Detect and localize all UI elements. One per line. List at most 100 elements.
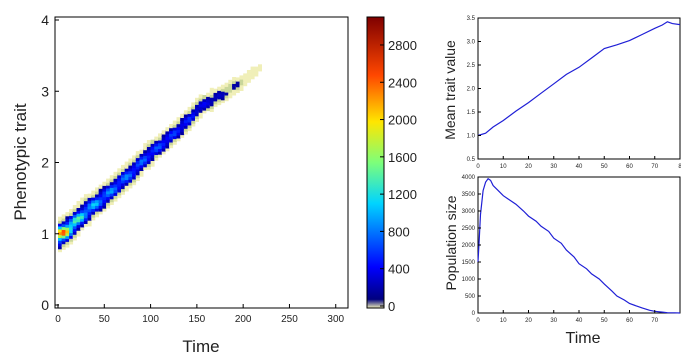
heatmap-cell: [117, 188, 122, 193]
heatmap-cell: [254, 69, 259, 74]
heatmap-cell: [183, 121, 188, 126]
heatmap-cell: [195, 97, 199, 102]
heatmap-cell: [83, 211, 88, 216]
heatmap-cell: [65, 234, 70, 240]
heatmap-cell: [209, 93, 214, 98]
heatmap-cell: [109, 183, 114, 188]
heatmap-cell: [165, 147, 170, 152]
heatmap-cell: [61, 237, 66, 242]
heatmap-cell: [80, 214, 85, 219]
colorbar-gradient: [366, 16, 385, 309]
heatmap-cell: [191, 105, 196, 110]
colorbar-tick-label: 800: [388, 224, 410, 239]
heatmap-cell: [83, 208, 88, 213]
heatmap-cell: [95, 198, 99, 203]
heatmap-cell: [117, 182, 122, 187]
heatmap-cell: [98, 204, 103, 209]
heatmap-cell: [191, 113, 196, 118]
heatmap-cell: [117, 179, 122, 184]
heatmap-cell: [61, 220, 66, 225]
heatmap-cell: [228, 79, 233, 84]
heatmap-cell: [106, 190, 111, 195]
heatmap-cell: [191, 116, 196, 121]
heatmap-cell: [176, 131, 181, 136]
mean-trait-x-tick-label: 10: [500, 164, 507, 170]
heatmap-cell: [91, 210, 96, 215]
heatmap-cell: [135, 168, 140, 173]
heatmap-cell: [183, 116, 188, 121]
population-y-tick-label: 2000: [462, 243, 476, 249]
heatmap-cell: [135, 165, 140, 170]
heatmap-cell: [72, 219, 77, 224]
heatmap-cell: [109, 198, 114, 203]
heatmap-cell: [76, 206, 81, 211]
mean-trait-x-tick-label: 50: [601, 164, 608, 170]
population-x-ticks: 0 10 20 30 40 50 60 70: [476, 310, 659, 324]
heatmap-cell: [228, 82, 233, 87]
heatmap-cell: [65, 214, 70, 220]
heatmap-cell: [98, 198, 103, 203]
heatmap-cell: [235, 83, 240, 88]
heatmap-cell: [65, 240, 70, 245]
heatmap-cell: [202, 109, 207, 114]
heatmap-cell: [198, 102, 203, 108]
heatmap-cell: [217, 89, 222, 94]
heatmap-cell: [128, 158, 133, 163]
heatmap-cell: [195, 112, 199, 117]
heatmap-cell: [254, 72, 259, 77]
heatmap-cell: [169, 126, 174, 132]
mean-trait-x-tick-label: 70: [651, 164, 658, 170]
heatmap-cell: [169, 129, 174, 134]
heatmap-cell: [202, 100, 207, 105]
heatmap-cell: [121, 187, 125, 192]
heatmap-x-tick-label: 100: [142, 314, 159, 325]
heatmap-cell: [58, 242, 62, 247]
heatmap-cell: [91, 216, 96, 221]
heatmap-cell: [209, 107, 214, 112]
heatmap-cell: [206, 101, 211, 106]
heatmap-cell: [83, 205, 88, 210]
heatmap-cell: [161, 150, 166, 155]
heatmap-cell: [121, 164, 125, 170]
heatmap-cell: [154, 156, 159, 161]
heatmap-cell: [124, 173, 129, 178]
heatmap-cell: [109, 192, 114, 197]
heatmap-y-tick-label: 3: [41, 83, 49, 99]
heatmap-cell: [195, 100, 199, 105]
heatmap-cell: [61, 222, 66, 228]
heatmap-x-ticks: 0 50 100 150 200 250 300: [55, 304, 345, 325]
heatmap-cell: [139, 161, 144, 166]
heatmap-cell: [124, 187, 129, 192]
heatmap-cell: [169, 144, 174, 149]
heatmap-cell: [187, 106, 192, 112]
heatmap-cell: [143, 146, 148, 151]
heatmap-cell: [69, 240, 74, 245]
heatmap-cell: [232, 77, 237, 82]
heatmap-cell: [202, 106, 207, 111]
heatmap-cell: [165, 144, 170, 149]
heatmap-cell: [161, 130, 166, 135]
heatmap-cell: [95, 190, 99, 195]
population-y-tick-label: 2500: [462, 226, 476, 232]
heatmap-cell: [139, 163, 144, 169]
heatmap-cell: [217, 86, 222, 91]
heatmap-cell: [195, 114, 199, 120]
heatmap-cell: [158, 144, 162, 149]
colorbar-tick-label: 2800: [388, 38, 417, 53]
heatmap-cell: [132, 181, 137, 186]
heatmap-cells: [58, 64, 262, 253]
heatmap-cell: [109, 175, 114, 180]
heatmap-cell: [202, 97, 207, 102]
heatmap-cell: [206, 106, 211, 112]
heatmap-cell: [95, 193, 99, 198]
heatmap-cell: [106, 201, 111, 206]
heatmap-cell: [124, 170, 129, 175]
heatmap-cell: [91, 202, 96, 207]
heatmap-cell: [135, 171, 140, 176]
heatmap-cell: [87, 213, 92, 218]
mean-trait-x-tick-label: 8: [678, 164, 681, 170]
heatmap-cell: [113, 186, 118, 191]
heatmap-cell: [154, 145, 159, 150]
heatmap-cell: [109, 189, 114, 194]
heatmap-cell: [187, 115, 192, 120]
